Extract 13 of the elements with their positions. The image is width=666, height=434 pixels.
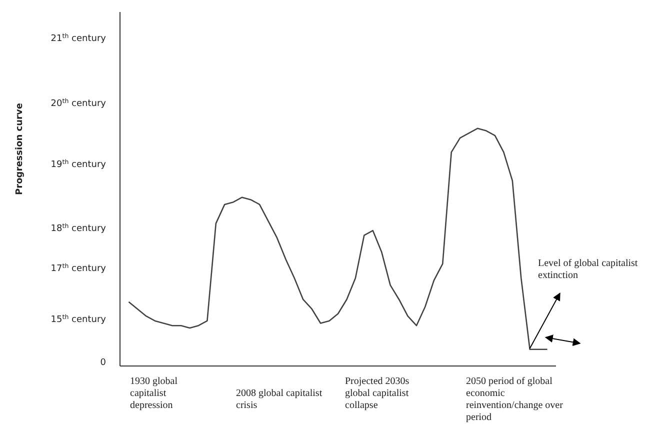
text: 18$^{th}$ century [50,222,107,234]
text: 1930 global capitalist depression [130,376,178,411]
text: 0 [100,358,106,368]
text: Projected 2030s global capitalist collapse [345,376,410,411]
text: 21$^{th}$ century [50,32,107,44]
text: 2050 period of global economic reinvention/change over period [466,376,564,423]
text: Progression curve [15,103,25,195]
text: 17$^{th}$ century [50,262,107,274]
text: 15$^{th}$ century [50,314,107,325]
text: 2008 global capitalist crisis [236,388,322,411]
text: 19$^{th}$ century [50,158,107,170]
text: 20$^{th}$ century [50,98,107,109]
annotation: Level of global capitalist extinction [538,258,638,281]
